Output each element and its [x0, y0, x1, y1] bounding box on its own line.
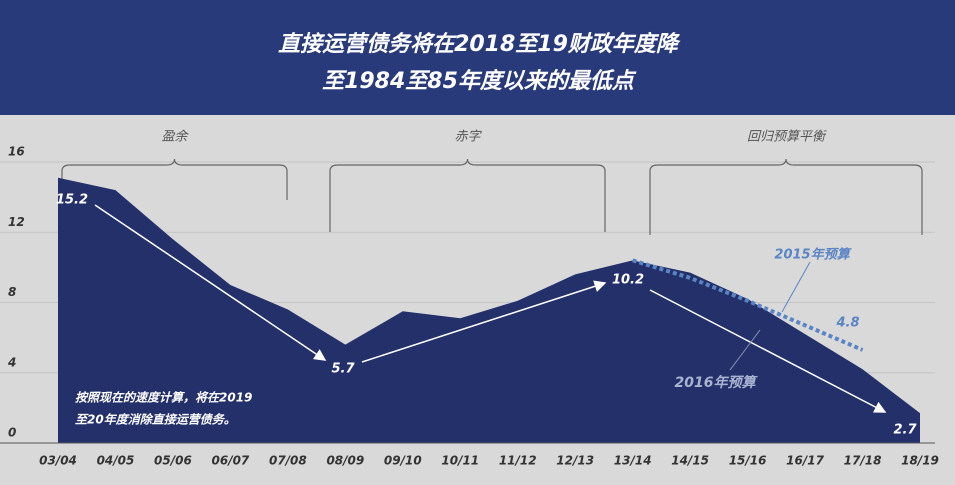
x-tick-label: 11/12 [499, 454, 537, 468]
y-tick-label: 4 [7, 355, 16, 369]
y-tick-label: 0 [8, 426, 16, 440]
leader [729, 329, 761, 371]
x-tick-label: 14/15 [671, 454, 709, 468]
y-tick-label: 12 [8, 215, 25, 229]
annotation: 4.8 [835, 316, 859, 331]
annotation: 15.2 [56, 193, 88, 208]
annotation: 2.7 [893, 423, 917, 438]
period-bracket [61, 158, 288, 200]
period-label: 回归预算平衡 [747, 130, 827, 145]
area [58, 177, 920, 443]
annotation: 5.7 [331, 362, 355, 377]
note: 按照现在的速度计算，将在2019 [75, 391, 252, 405]
x-tick-label: 18/19 [901, 454, 939, 468]
note: 至20年度消除直接运营债务。 [75, 413, 236, 427]
period-bracket [649, 158, 923, 235]
header [0, 0, 955, 115]
x-tick-label: 08/09 [326, 454, 364, 468]
chart-title: 直接运营债务将在2018至19财政年度降 [278, 31, 681, 57]
x-tick-label: 09/10 [384, 454, 422, 468]
x-tick-label: 10/11 [441, 454, 479, 468]
line [632, 258, 864, 352]
x-tick-label: 13/14 [614, 454, 652, 468]
x-tick-label: 06/07 [212, 454, 250, 468]
arrow [94, 204, 327, 361]
x-tick-label: 03/04 [39, 454, 77, 468]
series-label: 2016年预算 [675, 374, 759, 391]
y-tick-label: 16 [8, 145, 25, 159]
leader [781, 261, 811, 313]
x-tick-label: 12/13 [556, 454, 594, 468]
x-tick-label: 04/05 [97, 454, 135, 468]
series-label: 2015年预算 [774, 247, 852, 263]
x-tick-label: 17/18 [844, 454, 882, 468]
y-tick-label: 8 [8, 285, 16, 299]
period-label: 赤字 [454, 129, 482, 145]
arrow [361, 280, 607, 363]
arrow [649, 289, 887, 413]
chart-title: 至1984至85年度以来的最低点 [322, 68, 637, 94]
period-label: 盈余 [161, 129, 189, 145]
x-tick-label: 05/06 [154, 454, 192, 468]
x-tick-label: 16/17 [786, 454, 824, 468]
period-bracket [329, 158, 606, 232]
x-tick-label: 07/08 [269, 454, 307, 468]
x-tick-label: 15/16 [729, 454, 767, 468]
annotation: 10.2 [612, 273, 644, 288]
